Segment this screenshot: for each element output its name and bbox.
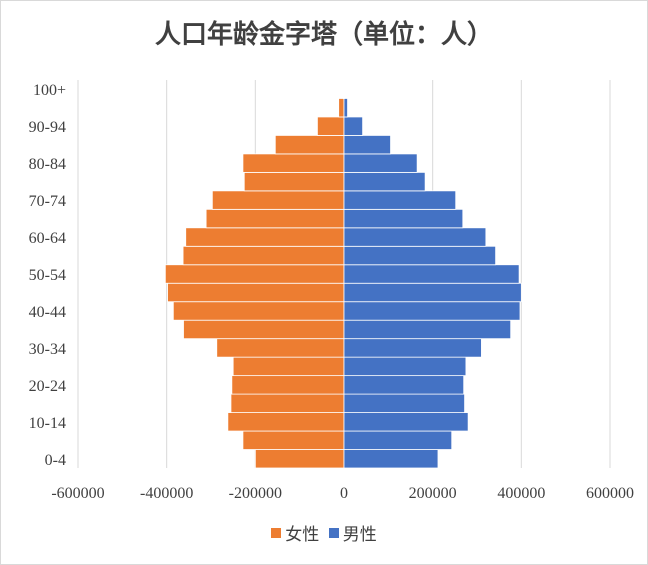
bar-male-0-4 xyxy=(343,449,439,469)
bar-male-95-99 xyxy=(343,98,348,118)
bar-female-60-64 xyxy=(185,227,345,247)
x-tick-label-4: 200000 xyxy=(409,485,457,502)
bar-female-30-34 xyxy=(216,338,345,358)
bar-male-40-44 xyxy=(343,301,521,321)
bar-female-55-59 xyxy=(182,245,345,266)
y-tick-label-40-44: 40-44 xyxy=(29,304,66,321)
y-tick-label-30-34: 30-34 xyxy=(29,341,66,358)
bar-male-25-29 xyxy=(343,356,467,377)
x-tick-label-3: 0 xyxy=(340,485,348,502)
bar-male-55-59 xyxy=(343,245,497,266)
bar-female-15-19 xyxy=(230,393,345,413)
bar-female-10-14 xyxy=(227,412,345,432)
bar-female-80-84 xyxy=(242,153,345,173)
legend-label-female: 女性 xyxy=(285,525,320,545)
bar-male-50-54 xyxy=(343,264,520,284)
bar-male-35-39 xyxy=(343,319,512,340)
chart-title: 人口年龄金字塔（单位：人） xyxy=(154,20,493,50)
y-axis-labels: 0-4 10-14 20-24 30-34 40-44 50-54 60-64 70-74 80… xyxy=(29,82,66,469)
legend-swatch-female xyxy=(271,527,282,538)
bar-male-20-24 xyxy=(343,375,465,395)
y-tick-label-0-4: 0-4 xyxy=(45,452,66,469)
bar-female-90-94 xyxy=(316,116,345,136)
bar-female-5-9 xyxy=(242,430,345,450)
bars xyxy=(164,79,522,469)
bar-male-5-9 xyxy=(343,430,453,450)
x-tick-label-0: -600000 xyxy=(51,485,104,502)
bar-female-35-39 xyxy=(183,319,345,340)
y-tick-label-70-74: 70-74 xyxy=(29,193,66,210)
x-tick-label-5: 400000 xyxy=(497,485,545,502)
bar-female-50-54 xyxy=(164,264,345,284)
bar-female-85-89 xyxy=(274,135,345,155)
bar-female-70-74 xyxy=(211,190,345,210)
bar-female-45-49 xyxy=(167,282,345,303)
bar-female-20-24 xyxy=(231,375,345,395)
bar-male-80-84 xyxy=(343,153,418,173)
y-tick-label-10-14: 10-14 xyxy=(29,415,66,432)
y-tick-label-90-94: 90-94 xyxy=(29,119,66,136)
legend-item-male: 男性 xyxy=(328,520,377,545)
bar-male-70-74 xyxy=(343,190,457,210)
bar-female-25-29 xyxy=(232,356,345,377)
y-tick-label-50-54: 50-54 xyxy=(29,267,66,284)
bar-female-40-44 xyxy=(172,301,345,321)
bar-male-30-34 xyxy=(343,338,482,358)
legend: 女性 男性 xyxy=(0,520,648,545)
bar-male-15-19 xyxy=(343,393,465,413)
x-tick-label-2: -200000 xyxy=(229,485,282,502)
bar-female-75-79 xyxy=(243,171,345,192)
x-tick-label-1: -400000 xyxy=(140,485,193,502)
bar-male-65-69 xyxy=(343,208,464,229)
y-tick-label-20-24: 20-24 xyxy=(29,378,66,395)
y-tick-label-100+: 100+ xyxy=(33,82,66,99)
bar-male-75-79 xyxy=(343,171,426,192)
x-axis-labels: -600000 -400000 -200000 0 200000 400000 600000 xyxy=(51,485,634,502)
bar-male-10-14 xyxy=(343,412,469,432)
bar-male-90-94 xyxy=(343,116,364,136)
bar-male-85-89 xyxy=(343,135,391,155)
legend-label-male: 男性 xyxy=(342,525,377,545)
x-tick-label-6: 600000 xyxy=(586,485,634,502)
bar-male-45-49 xyxy=(343,282,522,303)
bar-male-60-64 xyxy=(343,227,487,247)
y-tick-label-80-84: 80-84 xyxy=(29,156,66,173)
bar-female-65-69 xyxy=(205,208,345,229)
bar-female-0-4 xyxy=(254,449,345,469)
y-tick-label-60-64: 60-64 xyxy=(29,230,66,247)
bar-female-95-99 xyxy=(338,98,345,118)
legend-item-female: 女性 xyxy=(271,520,319,545)
legend-swatch-male xyxy=(328,527,339,538)
